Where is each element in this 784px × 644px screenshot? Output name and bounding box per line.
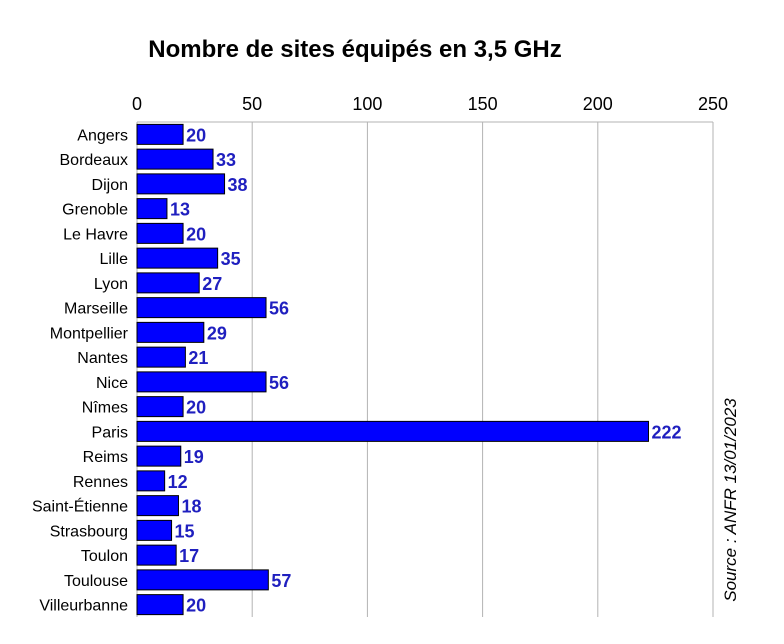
data-label: 13 <box>170 200 190 220</box>
category-label: Nantes <box>77 350 128 367</box>
data-label: 29 <box>207 323 227 343</box>
category-label: Reims <box>83 449 128 466</box>
data-label: 57 <box>271 571 291 591</box>
category-label: Marseille <box>64 301 128 318</box>
bar <box>136 396 184 418</box>
data-label: 33 <box>216 150 236 170</box>
data-labels: 20 33 38 13 20 35 27 56 29 21 56 20 222 19 12 18 15 17 57 2… <box>168 125 682 615</box>
category-label: Bordeaux <box>60 152 129 169</box>
category-label: Nice <box>96 375 128 392</box>
data-label: 12 <box>168 472 188 492</box>
y-axis-categories: Angers Bordeaux Dijon Grenoble Le Havre Lille… <box>32 127 129 614</box>
bar <box>136 420 649 442</box>
category-label: Grenoble <box>62 202 128 219</box>
category-label: Toulouse <box>64 573 128 590</box>
data-label: 15 <box>175 521 195 541</box>
bar <box>136 297 267 319</box>
chart-title: Nombre de sites équipés en 3,5 GHz <box>148 36 562 63</box>
bar <box>136 569 269 591</box>
bar <box>136 544 177 566</box>
bar <box>136 272 200 294</box>
bar <box>136 346 186 368</box>
bar <box>136 198 168 220</box>
x-tick-label: 150 <box>468 94 498 114</box>
bar <box>136 222 184 244</box>
x-axis-ticks: 0 50 100 150 200 250 <box>132 94 728 114</box>
category-label: Nîmes <box>82 400 128 417</box>
data-label: 27 <box>202 274 222 294</box>
bar <box>136 519 173 541</box>
data-label: 222 <box>651 422 681 442</box>
category-label: Angers <box>77 127 128 144</box>
x-tick-label: 100 <box>352 94 382 114</box>
category-label: Dijon <box>92 177 128 194</box>
x-tick-label: 0 <box>132 94 142 114</box>
category-label: Villeurbanne <box>39 598 128 615</box>
bar <box>136 123 184 145</box>
bar <box>136 594 184 616</box>
x-tick-label: 250 <box>698 94 728 114</box>
bar <box>136 247 219 269</box>
data-label: 20 <box>186 398 206 418</box>
bar <box>136 148 214 170</box>
category-label: Paris <box>92 424 128 441</box>
grid-lines <box>136 121 714 617</box>
category-label: Saint-Étienne <box>32 497 128 516</box>
bar <box>136 470 166 492</box>
category-label: Rennes <box>73 474 128 491</box>
category-label: Toulon <box>81 548 128 565</box>
data-label: 19 <box>184 447 204 467</box>
category-label: Lille <box>100 251 129 268</box>
data-label: 56 <box>269 299 289 319</box>
bar <box>136 173 226 195</box>
category-label: Le Havre <box>63 226 128 243</box>
bar <box>136 321 205 343</box>
category-label: Montpellier <box>50 325 129 342</box>
x-tick-label: 50 <box>242 94 262 114</box>
bar <box>136 445 182 467</box>
data-label: 35 <box>221 249 241 269</box>
bars <box>136 123 649 616</box>
data-label: 56 <box>269 373 289 393</box>
data-label: 20 <box>186 596 206 616</box>
category-label: Strasbourg <box>50 523 128 540</box>
data-label: 38 <box>228 175 248 195</box>
data-label: 18 <box>181 497 201 517</box>
bar <box>136 495 179 517</box>
bar <box>136 371 267 393</box>
x-tick-label: 200 <box>583 94 613 114</box>
data-label: 20 <box>186 125 206 145</box>
data-label: 20 <box>186 224 206 244</box>
data-label: 17 <box>179 546 199 566</box>
data-label: 21 <box>188 348 208 368</box>
category-label: Lyon <box>94 276 128 293</box>
source-text: Source : ANFR 13/01/2023 <box>721 398 740 602</box>
